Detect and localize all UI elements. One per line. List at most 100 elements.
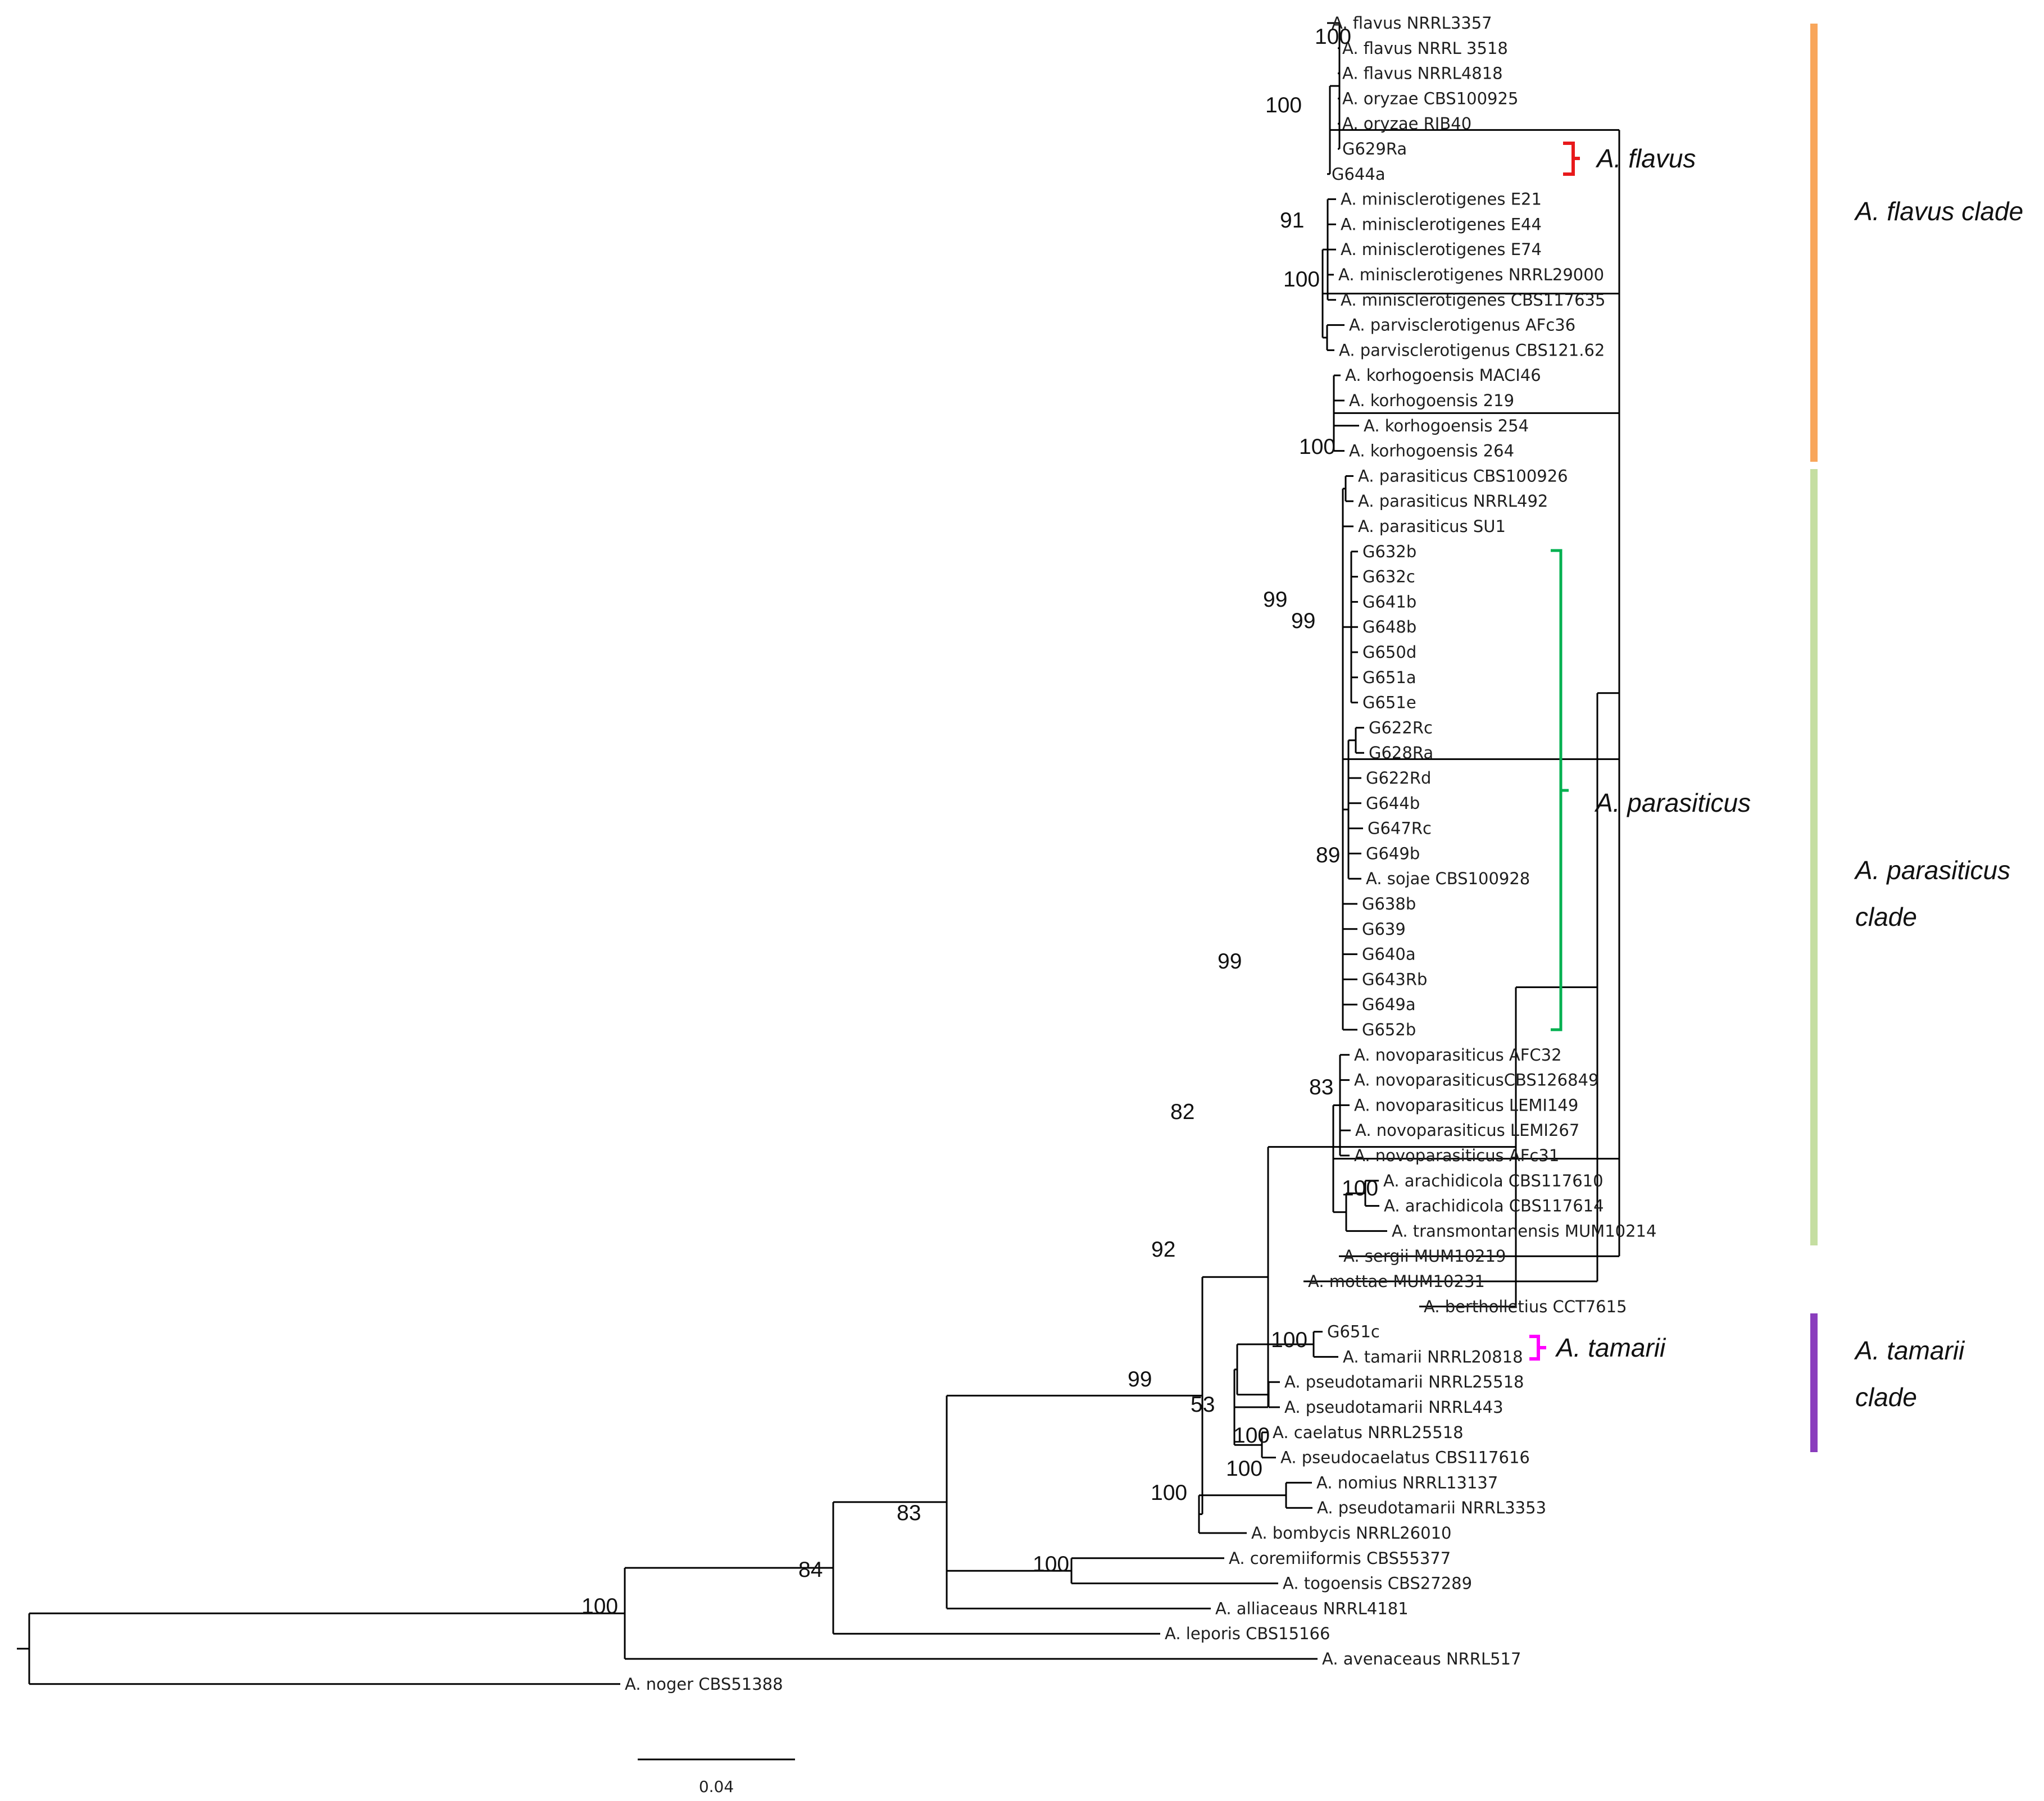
leaf-label: A. sergii MUM10219 (1343, 1247, 1506, 1266)
bootstrap-value: 99 (1291, 609, 1315, 633)
leaf-label: G651c (1327, 1322, 1380, 1341)
leaf-label: A. minisclerotigenes E44 (1341, 215, 1542, 234)
leaf-label: G647Rc (1368, 819, 1432, 838)
species-label-tamarii: A. tamarii (1555, 1333, 1666, 1362)
tamarii-clade-bar (1810, 1313, 1818, 1452)
leaf-label: G629Ra (1342, 139, 1407, 158)
leaf-label: A. noger CBS51388 (625, 1675, 783, 1694)
bootstrap-value: 100 (1299, 435, 1336, 459)
leaf-label: A. korhogoensis 264 (1349, 442, 1514, 461)
clade-annotation-flavus: A. flavus clade (1810, 24, 2023, 462)
leaf-label: A. arachidicola CBS117614 (1384, 1197, 1604, 1216)
bootstrap-value: 100 (1315, 25, 1351, 49)
leaf-label: A. parasiticus SU1 (1358, 517, 1506, 536)
leaf-label: G622Rd (1366, 768, 1431, 788)
bootstrap-value: 99 (1263, 588, 1287, 612)
bootstrap-value: 100 (1233, 1423, 1270, 1448)
bootstrap-value: 82 (1170, 1100, 1194, 1124)
parasiticus-clade-bar (1810, 469, 1818, 1245)
leaf-label: G639 (1362, 920, 1406, 939)
bootstrap-value: 84 (798, 1558, 823, 1582)
leaf-label: A. transmontanensis MUM10214 (1392, 1221, 1656, 1240)
leaf-label: A. pseudotamarii NRRL25518 (1284, 1372, 1524, 1391)
scale-bar: 0.04 (638, 1758, 795, 1796)
clade-annotation-parasiticus: A. parasiticus clade (1810, 469, 2010, 1245)
leaf-label: G648b (1362, 617, 1416, 636)
bootstrap-value: 92 (1151, 1238, 1175, 1262)
leaf-label: A. nomius NRRL13137 (1316, 1473, 1498, 1492)
leaf-label: A. pseudotamarii NRRL3353 (1317, 1498, 1546, 1517)
bootstrap-value: 100 (1226, 1457, 1262, 1481)
leaf-label: G622Rc (1369, 718, 1433, 737)
leaf-label: G638b (1362, 894, 1416, 913)
leaf-label: G649a (1362, 995, 1416, 1014)
leaf-label: A. pseudocaelatus CBS117616 (1280, 1448, 1530, 1467)
leaf-label: A. parasiticus CBS100926 (1358, 466, 1568, 485)
bootstrap-value: 100 (1151, 1481, 1187, 1505)
bootstrap-labels: 1001009110010099998983100998292100531001… (582, 25, 1378, 1618)
leaf-label: A. arachidicola CBS117610 (1383, 1171, 1604, 1190)
leaf-label: G649b (1366, 844, 1420, 863)
tree-branches (17, 22, 1620, 1685)
flavus-clade-label: A. flavus clade (1854, 197, 2023, 226)
species-label-parasiticus: A. parasiticus (1594, 788, 1751, 817)
bootstrap-value: 100 (1033, 1552, 1069, 1576)
leaf-label: A. korhogoensis 254 (1364, 416, 1529, 435)
bootstrap-value: 100 (1271, 1328, 1307, 1352)
scale-bar-label: 0.04 (699, 1777, 734, 1796)
leaf-label: G640a (1362, 945, 1416, 964)
leaf-label: G650d (1362, 643, 1416, 662)
bootstrap-value: 100 (1342, 1176, 1378, 1200)
leaf-label: G644a (1332, 165, 1386, 184)
leaf-label: G643Rb (1362, 970, 1427, 989)
leaf-label: G651a (1362, 668, 1416, 687)
bootstrap-value: 91 (1280, 208, 1304, 233)
species-label-flavus: A. flavus (1595, 144, 1696, 173)
bootstrap-value: 100 (1283, 267, 1320, 292)
tamarii-bracket (1529, 1335, 1546, 1361)
leaf-label: A. parvisclerotigenus AFc36 (1349, 316, 1575, 335)
leaf-label: G632c (1362, 567, 1415, 586)
leaf-label: A. togoensis CBS27289 (1283, 1574, 1472, 1593)
bootstrap-value: 53 (1191, 1393, 1215, 1417)
leaf-label: A. minisclerotigenes NRRL29000 (1338, 265, 1604, 284)
leaf-label: A. minisclerotigenes CBS117635 (1341, 290, 1605, 310)
leaf-label: G652b (1362, 1020, 1416, 1039)
leaf-label: A. korhogoensis MACI46 (1345, 366, 1541, 385)
leaf-label: A. alliaceaus NRRL4181 (1215, 1599, 1409, 1618)
leaf-label: A. pseudotamarii NRRL443 (1284, 1398, 1504, 1417)
leaf-label: A. bertholletius CCT7615 (1424, 1297, 1627, 1316)
leaf-label: G651e (1362, 693, 1416, 712)
leaf-label: A. novoparasiticusCBS126849 (1354, 1071, 1598, 1090)
leaf-label: A. minisclerotigenes E74 (1341, 240, 1542, 259)
leaf-label: A. flavus NRRL3357 (1332, 13, 1492, 33)
tamarii-clade-label-line1: A. tamarii (1854, 1336, 1965, 1365)
parasiticus-bracket (1551, 549, 1569, 1031)
bootstrap-value: 89 (1316, 843, 1340, 867)
leaf-label: G641b (1362, 592, 1416, 611)
parasiticus-clade-label-line2: clade (1855, 902, 1917, 931)
leaf-label: A. tamarii NRRL20818 (1343, 1347, 1523, 1366)
leaf-label: A. bombycis NRRL26010 (1251, 1523, 1451, 1543)
leaf-label: A. parasiticus NRRL492 (1358, 492, 1548, 511)
leaf-label: A. leporis CBS15166 (1165, 1624, 1330, 1643)
leaf-label: A. minisclerotigenes E21 (1341, 190, 1542, 209)
bootstrap-value: 100 (1265, 93, 1302, 117)
leaf-label: A. novoparasiticus AFc31 (1354, 1146, 1559, 1165)
flavus-bracket (1563, 142, 1580, 176)
species-annotation-flavus: A. flavus (1563, 142, 1696, 176)
leaf-label: A. parvisclerotigenus CBS121.62 (1339, 340, 1605, 360)
parasiticus-clade-label-line1: A. parasiticus (1854, 856, 2010, 885)
species-annotation-parasiticus: A. parasiticus (1551, 549, 1751, 1031)
leaf-label: A. flavus NRRL4818 (1342, 64, 1503, 83)
leaf-label: A. novoparasiticus LEMI267 (1355, 1121, 1579, 1140)
leaf-label: A. oryzae CBS100925 (1342, 89, 1518, 108)
leaf-labels: A. flavus NRRL3357 A. flavus NRRL 3518 A. … (625, 13, 1656, 1694)
leaf-label: A. flavus NRRL 3518 (1342, 39, 1508, 58)
tamarii-clade-label-line2: clade (1855, 1382, 1917, 1412)
leaf-label: A. korhogoensis 219 (1349, 391, 1514, 410)
leaf-label: A. novoparasiticus AFC32 (1354, 1045, 1562, 1065)
leaf-label: A. avenaceaus NRRL517 (1322, 1649, 1521, 1668)
flavus-clade-bar (1810, 24, 1818, 462)
